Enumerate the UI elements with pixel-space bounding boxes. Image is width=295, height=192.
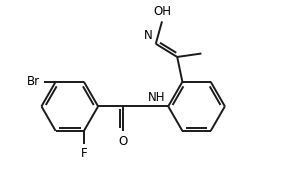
Text: N: N xyxy=(144,29,153,42)
Text: NH: NH xyxy=(148,91,165,104)
Text: O: O xyxy=(118,135,128,148)
Text: OH: OH xyxy=(153,5,171,18)
Text: F: F xyxy=(81,147,87,161)
Text: Br: Br xyxy=(27,75,40,88)
